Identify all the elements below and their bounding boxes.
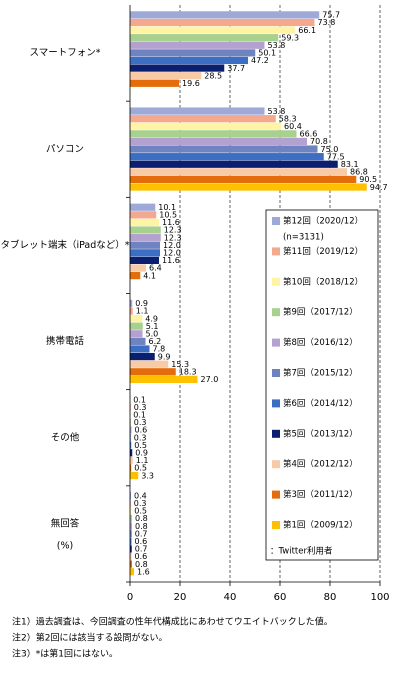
legend-label: 第1回（2009/12） [283, 520, 358, 531]
bar [130, 345, 150, 352]
legend-swatch [272, 339, 280, 347]
value-label: 94.7 [370, 183, 388, 192]
bar [130, 26, 295, 33]
bar [130, 183, 367, 190]
bar [130, 315, 142, 322]
bar [130, 168, 347, 175]
value-label: 1.6 [137, 567, 150, 576]
x-tick-label: 60 [274, 592, 287, 603]
legend-box [266, 210, 378, 560]
category-label: タブレット端末（iPadなど）* [0, 239, 129, 251]
bar [130, 219, 159, 226]
x-axis-label: (%) [57, 540, 73, 551]
legend-swatch [272, 369, 280, 377]
legend-label: 第6回（2014/12） [283, 398, 358, 409]
x-tick-label: 100 [370, 592, 389, 603]
bar [130, 19, 315, 26]
x-tick-label: 40 [224, 592, 237, 603]
bar [130, 234, 161, 241]
value-label: 18.3 [179, 367, 197, 376]
bar [130, 107, 265, 114]
legend-label: 第3回（2011/12） [283, 489, 358, 500]
value-label: 27.0 [201, 375, 219, 384]
bar [130, 353, 155, 360]
bar [130, 42, 265, 49]
bar [130, 368, 176, 375]
bar [130, 272, 140, 279]
value-label: 4.1 [143, 271, 156, 280]
bar [130, 34, 278, 41]
bar [130, 361, 168, 368]
legend-label: 第7回（2015/12） [283, 368, 358, 379]
bar [130, 161, 338, 168]
value-label: 19.6 [182, 79, 200, 88]
x-tick-label: 80 [324, 592, 337, 603]
legend-label: 第11回（2019/12） [283, 246, 363, 257]
bar [130, 80, 179, 87]
bar [130, 11, 319, 18]
bar [130, 153, 324, 160]
value-label: 28.5 [204, 71, 222, 80]
category-label: 携帯電話 [46, 335, 85, 347]
value-label: 9.9 [158, 352, 171, 361]
legend-note: (n=3131) [283, 233, 324, 243]
value-label: 11.6 [162, 256, 180, 265]
bar [130, 330, 143, 337]
category-label: 無回答 [51, 517, 80, 529]
note: 注1）過去調査は、今回調査の性年代構成比にあわせてウエイトバックした値。 [12, 616, 333, 628]
value-label: 3.3 [141, 471, 154, 480]
bar [130, 338, 146, 345]
legend-swatch [272, 247, 280, 255]
bar [130, 323, 143, 330]
legend-label: 第12回（2020/12） [283, 216, 363, 227]
category-label: パソコン [46, 144, 84, 155]
bar [130, 211, 156, 218]
legend-swatch [272, 460, 280, 468]
bar [130, 49, 255, 56]
bar [130, 176, 356, 183]
value-label: 66.1 [298, 26, 316, 35]
bar [130, 204, 155, 211]
legend-swatch [272, 308, 280, 316]
legend-label: 第10回（2018/12） [283, 276, 363, 287]
bar [130, 376, 198, 383]
x-tick-label: 20 [174, 592, 187, 603]
bar [130, 138, 307, 145]
bar [130, 130, 297, 137]
category-label: その他 [51, 431, 80, 443]
legend-label: 第8回（2016/12） [283, 337, 358, 348]
bar [130, 307, 133, 314]
bar [130, 115, 276, 122]
bar [130, 145, 318, 152]
bar [130, 242, 160, 249]
legend-swatch [272, 399, 280, 407]
value-label: 73.8 [318, 18, 336, 27]
legend-note: ：Twitter利用者 [270, 546, 333, 557]
category-label: スマートフォン* [30, 48, 101, 59]
value-label: 47.2 [251, 56, 269, 65]
legend-label: 第4回（2012/12） [283, 459, 358, 470]
note: 注3）*は第1回にはない。 [12, 648, 118, 660]
bar [130, 472, 138, 479]
legend-swatch [272, 430, 280, 438]
legend-swatch [272, 278, 280, 286]
legend-swatch [272, 521, 280, 529]
legend-swatch [272, 217, 280, 225]
value-label: 37.7 [227, 64, 245, 73]
note: 注2）第2回には該当する設問がない。 [12, 632, 167, 644]
bar [130, 457, 133, 464]
bar [130, 226, 161, 233]
legend-swatch [272, 491, 280, 499]
bar [130, 249, 160, 256]
legend-label: 第9回（2017/12） [283, 307, 358, 318]
legend-label: 第5回（2013/12） [283, 428, 358, 439]
bar [130, 568, 134, 575]
x-tick-label: 0 [127, 592, 133, 603]
bar [130, 123, 281, 130]
